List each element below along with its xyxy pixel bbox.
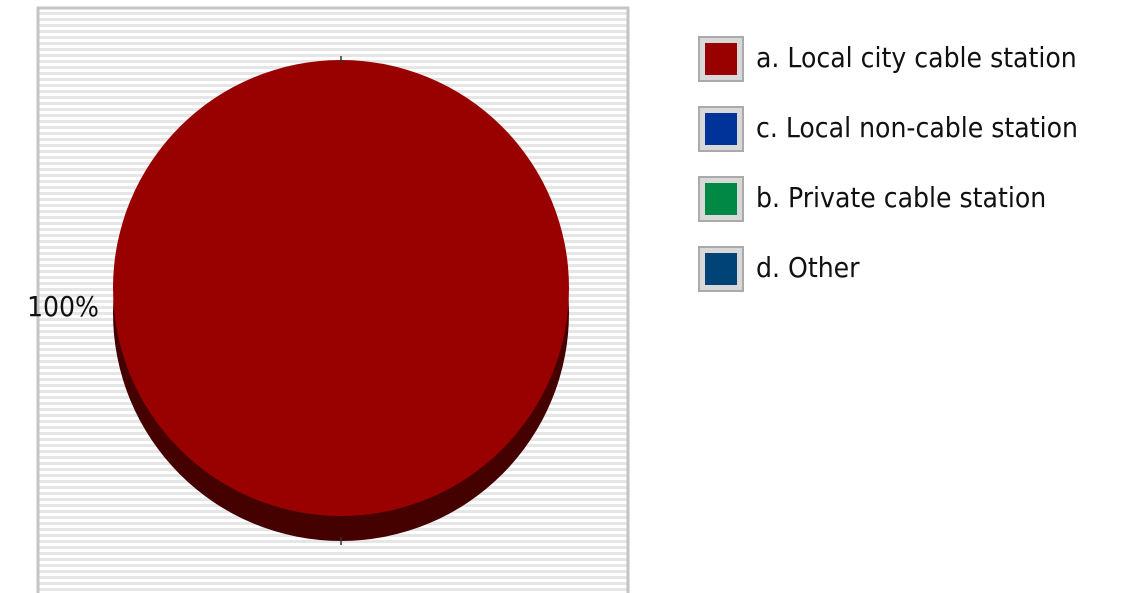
pie-slice	[113, 60, 569, 516]
legend-label: c. Local non-cable station	[756, 111, 1078, 144]
legend-swatch	[705, 183, 737, 215]
legend-label: b. Private cable station	[756, 181, 1046, 214]
data-label: 100%	[27, 290, 99, 323]
legend-swatch	[705, 253, 737, 285]
legend-label: d. Other	[756, 251, 860, 284]
legend-swatch	[705, 113, 737, 145]
legend-label: a. Local city cable station	[756, 41, 1077, 74]
legend-swatch	[705, 43, 737, 75]
